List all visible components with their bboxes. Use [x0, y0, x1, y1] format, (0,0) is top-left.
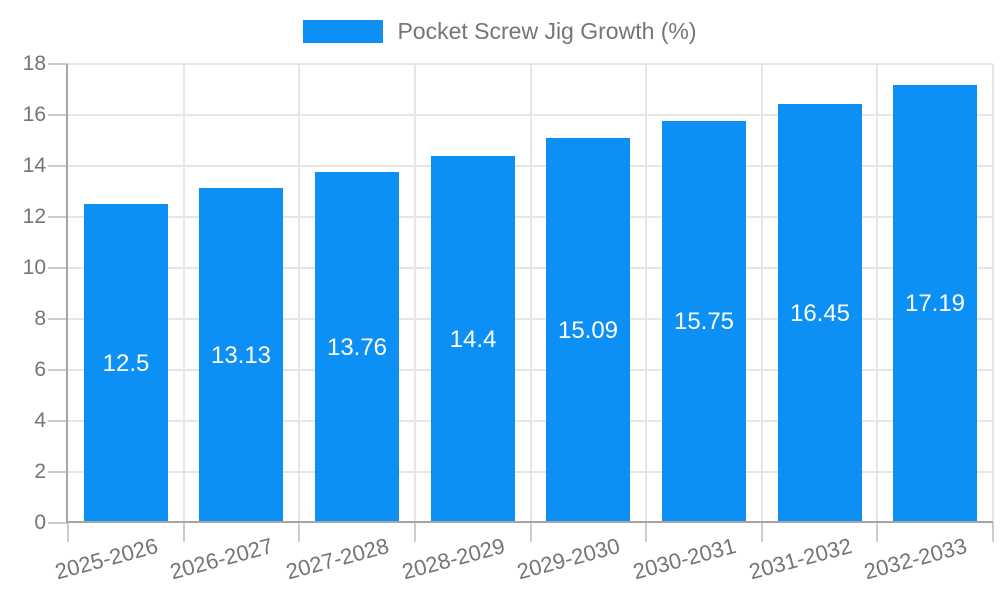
y-axis-label: 12 — [22, 205, 46, 228]
y-axis-label: 0 — [34, 511, 46, 534]
legend-swatch-icon — [303, 20, 384, 43]
y-axis-label: 6 — [34, 358, 46, 381]
vertical-gridline — [413, 64, 416, 523]
x-axis-tick — [182, 523, 185, 542]
bar[interactable]: 13.76 — [315, 172, 399, 523]
bar-value-label: 16.45 — [789, 299, 851, 327]
y-axis-tick — [48, 216, 68, 218]
vertical-gridline — [876, 64, 879, 523]
bar[interactable]: 17.19 — [893, 85, 977, 523]
bar[interactable]: 15.09 — [546, 138, 630, 523]
vertical-gridline — [529, 64, 532, 523]
y-axis-tick — [48, 63, 68, 65]
vertical-gridline — [992, 64, 994, 523]
bar-value-label: 15.75 — [673, 308, 735, 335]
y-axis-tick — [48, 369, 68, 371]
bar[interactable]: 16.45 — [778, 104, 862, 523]
legend-label: Pocket Screw Jig Growth (%) — [397, 18, 697, 44]
y-axis-tick — [48, 267, 68, 269]
x-axis-line — [66, 521, 993, 523]
x-axis-tick — [413, 523, 416, 542]
y-axis-label: 4 — [34, 409, 46, 432]
y-axis-line — [66, 64, 68, 523]
bar[interactable]: 12.5 — [84, 204, 168, 523]
bar[interactable]: 13.13 — [199, 188, 283, 523]
bar-value-label: 13.76 — [326, 333, 388, 361]
x-axis-tick — [529, 523, 532, 542]
vertical-gridline — [298, 64, 301, 523]
vertical-gridline — [760, 64, 763, 523]
y-axis-label: 8 — [34, 307, 46, 330]
bar-value-label: 12.5 — [102, 349, 150, 377]
bar-value-label: 13.13 — [210, 341, 272, 369]
y-axis-tick — [48, 420, 68, 422]
bar-value-label: 14.4 — [449, 325, 497, 353]
x-axis-tick — [992, 523, 994, 542]
vertical-gridline — [645, 64, 648, 523]
y-axis-label: 16 — [22, 103, 46, 126]
bar-value-label: 17.19 — [904, 290, 966, 317]
x-axis-tick — [67, 523, 69, 542]
y-axis-tick — [48, 522, 68, 524]
bar[interactable]: 15.75 — [662, 121, 746, 523]
bar-value-label: 15.09 — [557, 316, 619, 344]
plot-area: 0 2 4 6 8 10 12 14 16 18 12.5 13.13 13.76 14.4 15.09 15… — [23, 52, 994, 584]
x-axis-tick — [760, 523, 763, 542]
vertical-gridline — [182, 64, 185, 523]
y-axis-tick — [48, 114, 68, 116]
y-axis-tick — [48, 165, 68, 167]
chart-legend[interactable]: Pocket Screw Jig Growth (%) — [0, 18, 1000, 45]
y-axis-tick — [48, 318, 68, 320]
x-axis-tick — [645, 523, 648, 542]
y-axis-label: 18 — [22, 52, 46, 75]
bar[interactable]: 14.4 — [431, 156, 515, 523]
x-axis-tick — [876, 523, 879, 542]
y-axis-label: 14 — [22, 154, 46, 177]
y-axis-label: 2 — [34, 460, 46, 483]
y-axis-tick — [48, 471, 68, 473]
x-axis-tick — [298, 523, 301, 542]
y-axis-label: 10 — [22, 256, 46, 279]
